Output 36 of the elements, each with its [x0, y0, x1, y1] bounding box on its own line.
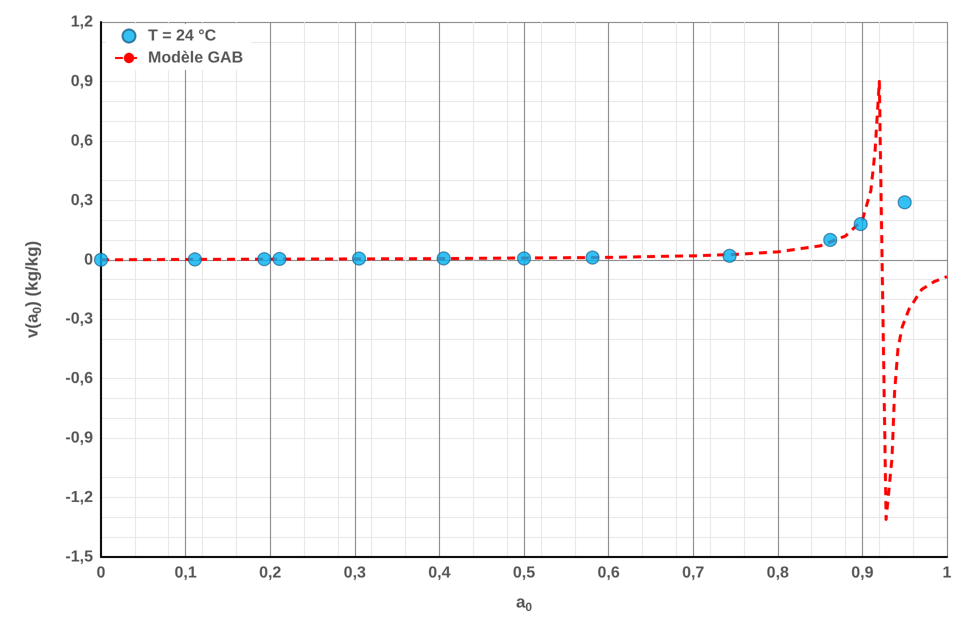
legend-label: T = 24 °C: [148, 28, 217, 44]
point: [436, 251, 451, 266]
x-tick-label: 0,6: [597, 564, 620, 582]
legend-label: Modèle GAB: [148, 50, 244, 66]
point: [586, 250, 600, 265]
point: [823, 232, 838, 247]
point: [722, 248, 737, 263]
x-tick-label: 0,4: [428, 564, 451, 582]
y-axis-title: v(a0) (kg/kg): [22, 240, 44, 338]
point: [94, 252, 108, 267]
point: [257, 252, 272, 266]
y-tick-label: 0,3: [70, 192, 94, 209]
y-tick-label: 0,6: [70, 132, 94, 150]
point: [272, 252, 287, 266]
y-tick-label: -1,5: [65, 548, 94, 566]
point: [898, 195, 912, 210]
y-tick-label: 0,9: [70, 72, 94, 90]
y-tick-label: -1,2: [65, 489, 94, 506]
y-tick-label: 0: [84, 251, 94, 268]
point: [854, 217, 868, 232]
point: [352, 252, 366, 266]
point: [517, 251, 531, 266]
x-tick-label: 0,5: [512, 564, 536, 582]
x-tick-label: 0,9: [851, 564, 874, 582]
point: [188, 252, 202, 266]
y-tick-label: -0,6: [65, 370, 94, 388]
x-tick-label: 0,1: [174, 564, 197, 582]
y-tick-label: 1,2: [70, 14, 94, 30]
x-tick-label: 0,3: [344, 564, 366, 582]
x-tick-label: 0,8: [766, 564, 790, 582]
y-tick-label: -0,9: [65, 430, 94, 447]
x-tick-label: 0: [96, 564, 106, 582]
x-tick-label: 1: [942, 564, 952, 582]
y-tick-label: -0,3: [65, 310, 94, 328]
x-tick-label: 0,2: [259, 564, 282, 582]
x-tick-label: 0,7: [682, 564, 704, 582]
